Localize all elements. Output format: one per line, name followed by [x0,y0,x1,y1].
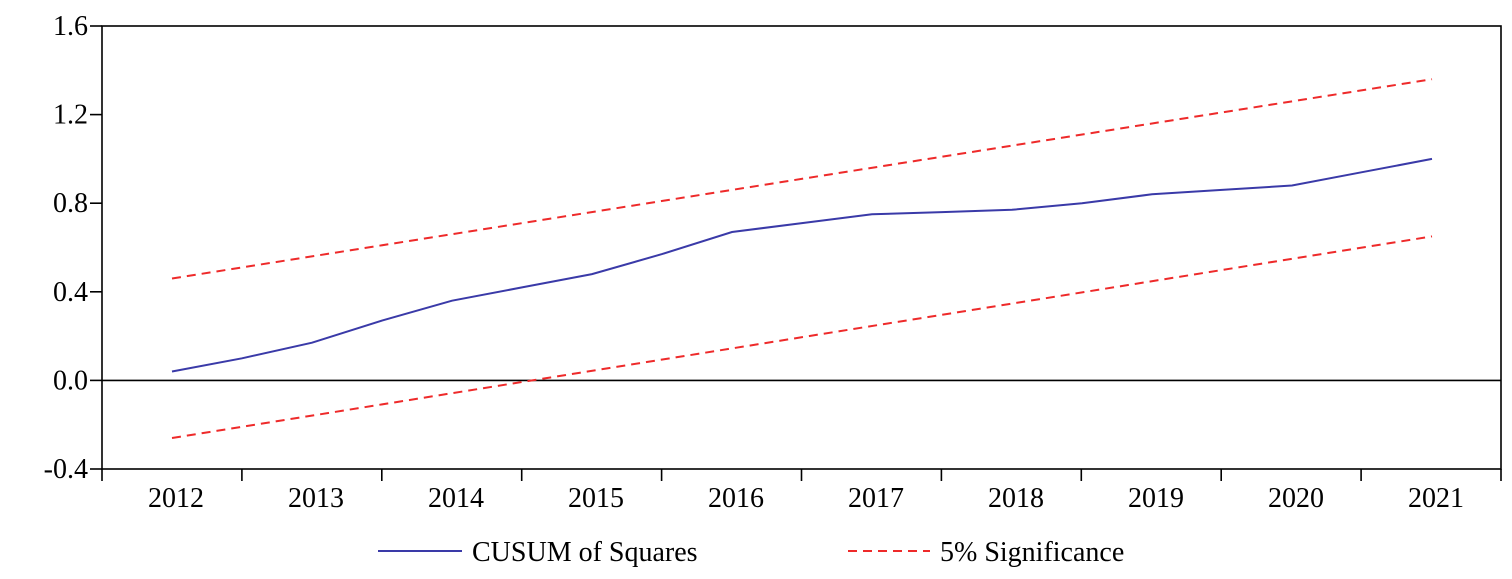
x-tick-label: 2021 [1408,483,1464,514]
y-tick-label: 1.2 [53,100,88,131]
series-group [171,78,1433,439]
x-tick-label: 2015 [568,483,624,514]
x-tick-label: 2016 [708,483,764,514]
legend-label-cusum: CUSUM of Squares [472,537,698,568]
y-tick-label: 0.4 [53,277,88,308]
cusum-squares-line [171,157,1433,373]
x-tick-label: 2019 [1128,483,1184,514]
x-tick-label: 2014 [428,483,484,514]
x-tick-label: 2012 [148,483,204,514]
x-tick-label: 2020 [1268,483,1324,514]
y-tick-label: 1.6 [53,11,88,42]
legend-label-significance: 5% Significance [940,537,1124,568]
significance-lower-line [171,235,1433,439]
y-tick-label: -0.4 [44,454,88,485]
legend: CUSUM of Squares 5% Significance [378,537,1124,568]
x-tick-label: 2017 [848,483,904,514]
significance-upper-line [171,78,1433,280]
x-axis: 2012 2013 2014 2015 2016 2017 2018 2019 2020 2021 [101,469,1502,514]
y-tick-label: 0.8 [53,188,88,219]
plot-frame [101,25,1502,470]
x-tick-label: 2013 [288,483,344,514]
x-tick-label: 2018 [988,483,1044,514]
y-axis: 1.6 1.2 0.8 0.4 0.0 -0.4 [44,11,102,485]
y-tick-label: 0.0 [53,365,88,396]
